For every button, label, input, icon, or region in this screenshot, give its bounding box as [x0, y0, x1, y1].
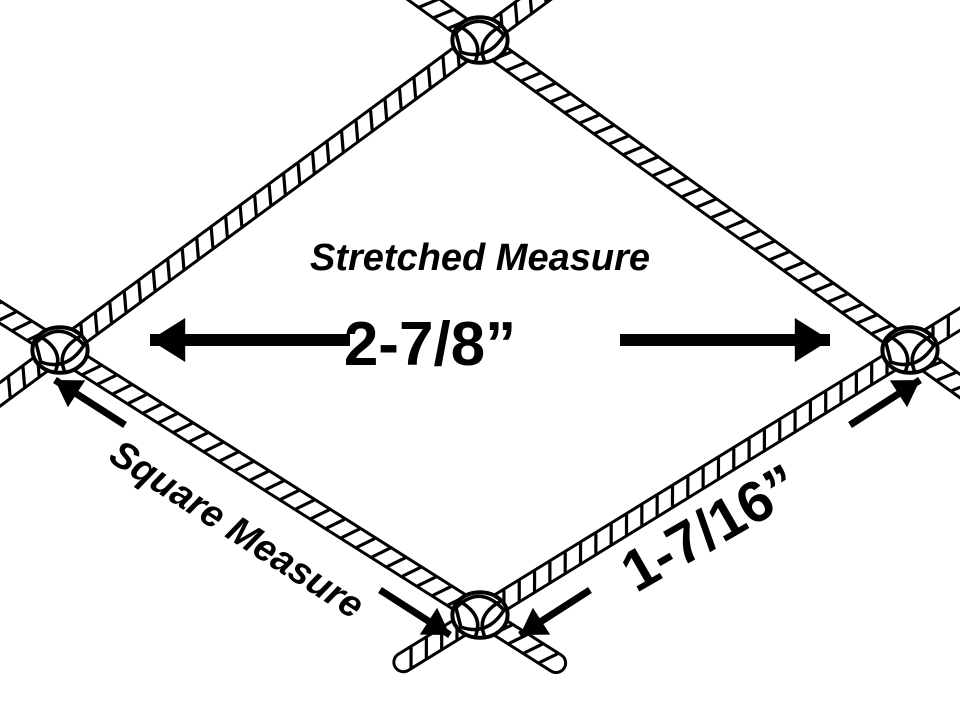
- knot-bottom: [452, 592, 507, 638]
- rope-left-top: [60, 36, 480, 354]
- knot-left: [32, 327, 87, 373]
- arrow-stretched-right: [620, 318, 830, 362]
- knot-right: [882, 327, 937, 373]
- net-mesh-diagram: Stretched Measure 2-7/8” Square Measure …: [0, 0, 960, 720]
- stretched-measure-value: 2-7/8”: [344, 310, 516, 379]
- rope-top-right: [479, 40, 910, 350]
- rope-right-bottom: [480, 345, 910, 619]
- knot-top: [452, 17, 507, 63]
- stretched-measure-label: Stretched Measure: [310, 237, 650, 279]
- arrow-stretched-left: [150, 318, 350, 362]
